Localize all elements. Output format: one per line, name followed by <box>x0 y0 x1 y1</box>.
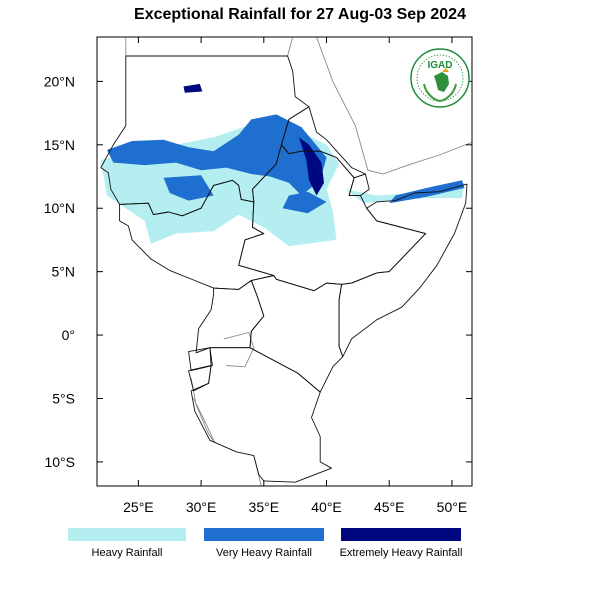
x-tick-label: 35°E <box>249 499 280 515</box>
legend-swatch <box>204 528 324 541</box>
y-tick-label: 0° <box>62 327 75 343</box>
neighbor-line <box>316 37 472 175</box>
y-tick-label: 5°N <box>52 264 76 280</box>
rainfall-areas <box>100 83 465 247</box>
rainfall-area <box>107 114 327 196</box>
country-boundary <box>195 280 265 354</box>
map-frame <box>96 36 473 487</box>
country-boundary <box>188 347 213 372</box>
rainfall-area <box>389 180 465 204</box>
logo-text: IGAD <box>428 60 453 71</box>
neighbor-line <box>190 378 216 444</box>
y-tick-label: 10°N <box>44 200 75 216</box>
x-tick-label: 40°E <box>311 499 342 515</box>
y-tick-label: 10°S <box>44 454 75 470</box>
y-tick-label: 5°S <box>52 390 75 406</box>
rainfall-area <box>298 137 324 196</box>
neighbor-boundaries <box>125 37 472 486</box>
legend: Heavy Rainfall Very Heavy Rainfall Extreme… <box>68 528 462 559</box>
legend-label: Extremely Heavy Rainfall <box>340 547 463 559</box>
x-tick-label: 25°E <box>123 499 154 515</box>
y-tick-label: 20°N <box>44 73 75 89</box>
country-boundary <box>190 347 332 483</box>
x-tick-label: 45°E <box>374 499 405 515</box>
legend-label: Heavy Rainfall <box>92 547 163 559</box>
country-boundary <box>249 275 344 393</box>
rainfall-area <box>163 175 214 201</box>
x-tick-label: 30°E <box>186 499 217 515</box>
neighbor-line <box>223 331 255 368</box>
igad-logo-icon: IGAD <box>410 48 470 108</box>
legend-swatch <box>68 528 186 541</box>
legend-swatch <box>341 528 461 541</box>
rainfall-area <box>183 83 203 93</box>
axis-ticks: 25°E 30°E 35°E 40°E 45°E 50°E 20°N 15°N 10°N 5°N 0… <box>44 37 472 515</box>
rainfall-area <box>282 191 327 214</box>
neighbor-line <box>287 37 294 57</box>
legend-label: Very Heavy Rainfall <box>216 547 312 559</box>
country-boundary <box>338 183 468 358</box>
y-tick-label: 15°N <box>44 137 75 153</box>
map-title: Exceptional Rainfall for 27 Aug-03 Sep 2… <box>134 6 466 23</box>
x-tick-label: 50°E <box>437 499 468 515</box>
